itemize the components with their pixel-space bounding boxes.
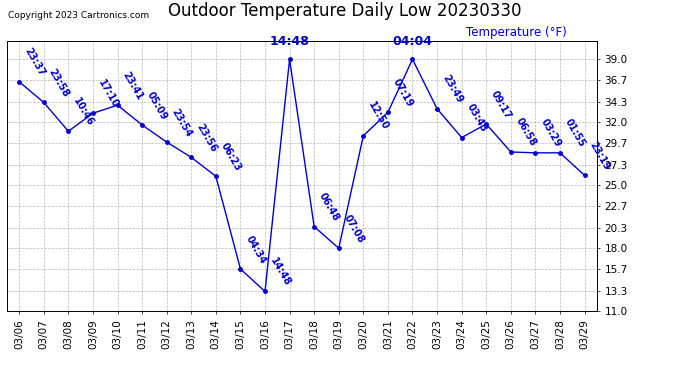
Text: Copyright 2023 Cartronics.com: Copyright 2023 Cartronics.com	[8, 11, 150, 20]
Text: 23:49: 23:49	[440, 73, 464, 105]
Text: 06:48: 06:48	[317, 191, 342, 223]
Text: 10:46: 10:46	[71, 96, 95, 128]
Text: 23:37: 23:37	[22, 46, 46, 78]
Text: 06:58: 06:58	[514, 116, 538, 148]
Text: 09:17: 09:17	[489, 88, 513, 120]
Text: 12:50: 12:50	[366, 100, 391, 132]
Text: 05:09: 05:09	[145, 90, 169, 122]
Text: 23:58: 23:58	[47, 67, 71, 99]
Text: 23:41: 23:41	[121, 70, 145, 102]
Text: 06:23: 06:23	[219, 141, 243, 172]
Text: 07:19: 07:19	[391, 77, 415, 109]
Text: 04:04: 04:04	[393, 36, 433, 48]
Text: 14:48: 14:48	[270, 36, 310, 48]
Text: 23:56: 23:56	[194, 122, 218, 154]
Text: Outdoor Temperature Daily Low 20230330: Outdoor Temperature Daily Low 20230330	[168, 2, 522, 20]
Text: 03:43: 03:43	[464, 102, 489, 134]
Text: 14:48: 14:48	[268, 256, 292, 288]
Text: Temperature (°F): Temperature (°F)	[466, 26, 566, 39]
Text: 04:34: 04:34	[244, 234, 268, 266]
Text: 23:19: 23:19	[587, 140, 611, 172]
Text: 07:08: 07:08	[342, 213, 366, 244]
Text: 01:55: 01:55	[563, 117, 587, 149]
Text: 03:29: 03:29	[538, 117, 562, 149]
Text: 23:54: 23:54	[170, 106, 194, 138]
Text: 17:10: 17:10	[96, 78, 120, 110]
